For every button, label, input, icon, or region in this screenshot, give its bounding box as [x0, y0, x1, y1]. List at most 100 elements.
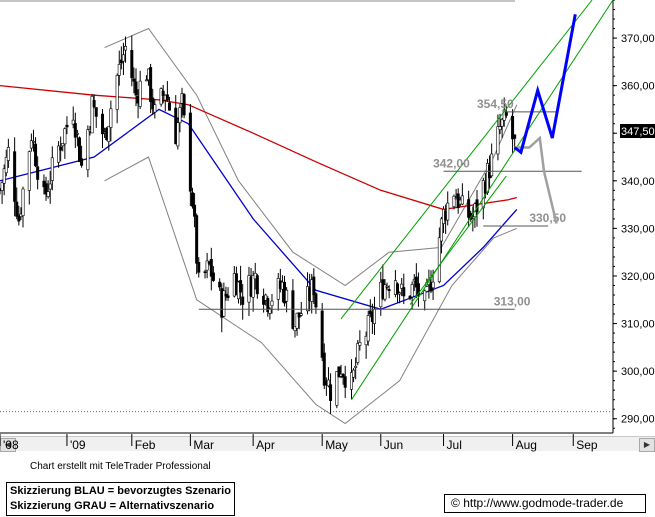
- candle: [134, 68, 138, 107]
- candle: [4, 149, 8, 177]
- copyright-box: © http://www.godmode-trader.de: [444, 494, 646, 513]
- candle: [293, 326, 297, 338]
- candle: [295, 312, 299, 336]
- candle: [65, 116, 69, 135]
- candle: [312, 268, 316, 304]
- candle: [211, 266, 215, 282]
- time-scrollbar[interactable]: ◀ ▶: [0, 436, 655, 452]
- candle: [239, 265, 243, 306]
- legend-grey-scenario: Skizzierung GRAU = Alternativszenario: [10, 500, 215, 512]
- candle: [414, 263, 418, 299]
- candle: [322, 343, 326, 390]
- candle: [222, 282, 226, 318]
- candle: [270, 294, 274, 314]
- candle: [144, 75, 148, 82]
- candle: [314, 292, 318, 314]
- candle: [34, 137, 38, 168]
- candle: [195, 213, 199, 275]
- candle: [178, 104, 182, 133]
- candle: [446, 191, 450, 226]
- alternative-scenario-path: [514, 135, 558, 224]
- candle: [205, 252, 209, 279]
- x-tick-label: Mar: [193, 438, 214, 452]
- candle: [341, 373, 345, 385]
- website-link[interactable]: http://www.godmode-trader.de: [463, 496, 624, 510]
- candle: [80, 145, 84, 168]
- plot-area: [0, 0, 613, 433]
- candle: [437, 227, 441, 284]
- level-label: 330,50: [529, 211, 566, 225]
- candle: [59, 136, 63, 162]
- candle: [132, 67, 136, 94]
- candle: [511, 109, 515, 154]
- candle: [151, 88, 155, 116]
- candle: [276, 272, 280, 311]
- candle: [75, 129, 79, 147]
- last-price-label: 347,50: [621, 126, 655, 138]
- candle: [109, 100, 113, 142]
- candle: [36, 156, 40, 190]
- candle: [121, 42, 125, 76]
- candle: [159, 87, 163, 107]
- candle: [387, 285, 391, 299]
- candle: [50, 146, 54, 191]
- candle: [167, 96, 171, 111]
- candle: [153, 99, 157, 119]
- candle: [115, 73, 119, 124]
- scenario-legend: Skizzierung BLAU = bevorzugtes Szenario …: [6, 482, 235, 516]
- candle: [226, 287, 230, 301]
- copyright-icon: ©: [451, 496, 460, 510]
- preferred-scenario-path: [513, 14, 577, 155]
- x-tick-label: '08: [3, 438, 19, 452]
- legend-blue-scenario: Skizzierung BLAU = bevorzugtes Szenario: [10, 485, 231, 497]
- candle: [119, 46, 123, 70]
- candle: [61, 142, 65, 152]
- candle: [460, 183, 464, 206]
- candle: [251, 270, 255, 312]
- candle: [182, 93, 186, 119]
- candle: [203, 269, 207, 279]
- x-tick-label: Sep: [576, 438, 598, 452]
- trend-channel-line-3: [409, 175, 507, 305]
- level-label: 313,00: [494, 294, 531, 308]
- candle: [402, 273, 406, 305]
- price-chart: 354,50 342,00 330,50 313,00 290,00 300,00 310…: [0, 0, 655, 434]
- indicator-line-4: [104, 156, 517, 425]
- candle: [197, 257, 201, 278]
- candle: [63, 127, 67, 159]
- candle: [385, 282, 389, 290]
- candle: [190, 187, 194, 209]
- candle: [193, 193, 197, 228]
- candle: [73, 112, 77, 148]
- x-tick-label: Apr: [256, 438, 275, 452]
- level-label: 342,00: [433, 156, 470, 170]
- candle: [71, 106, 75, 129]
- candle: [326, 367, 330, 388]
- candle: [439, 216, 443, 254]
- candle: [44, 176, 48, 201]
- candle: [358, 330, 362, 351]
- candle: [92, 94, 96, 109]
- candle: [90, 93, 94, 134]
- candle: [78, 136, 82, 163]
- candle: [31, 129, 35, 152]
- scroll-right-button[interactable]: ▶: [639, 438, 655, 452]
- candle: [29, 133, 33, 152]
- trend-channel-line-1: [351, 0, 614, 400]
- level-label: 354,50: [477, 97, 514, 111]
- candle: [410, 281, 414, 309]
- candle: [124, 36, 128, 63]
- y-tick-label: 320,00: [621, 271, 655, 283]
- candle: [176, 117, 180, 150]
- candle: [161, 84, 165, 104]
- y-tick-label: 290,00: [621, 414, 655, 426]
- candle: [27, 150, 31, 205]
- candle: [354, 357, 358, 380]
- candle: [366, 310, 370, 346]
- last-price-box: [620, 124, 655, 138]
- candle: [6, 138, 10, 168]
- candle: [452, 194, 456, 210]
- candle: [285, 287, 289, 313]
- candle: [490, 143, 494, 178]
- candle: [94, 107, 98, 128]
